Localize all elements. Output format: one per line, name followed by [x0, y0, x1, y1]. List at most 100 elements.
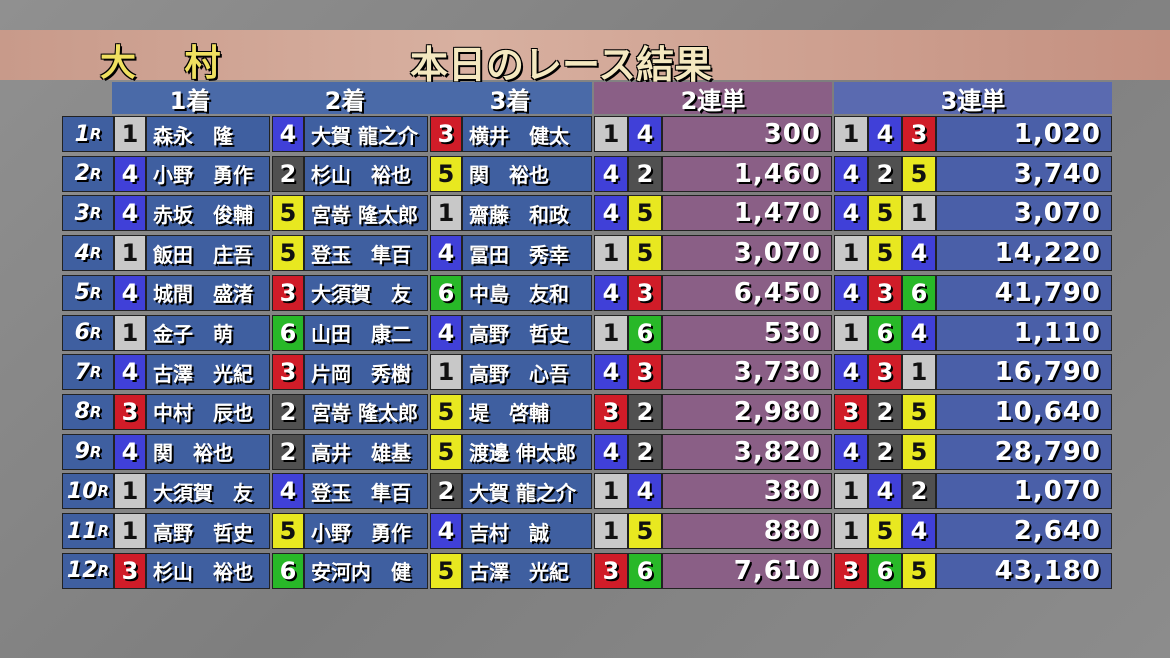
trifecta-first: 4 [834, 274, 868, 311]
second-name: 高井 雄基 [304, 433, 428, 470]
trifecta-payout: 1,070 [936, 473, 1112, 510]
second-boat: 5 [272, 195, 304, 232]
exacta-second: 3 [628, 274, 662, 311]
third-name: 高野 哲史 [462, 314, 592, 351]
third-boat: 1 [430, 354, 462, 391]
second-name: 大須賀 友 [304, 274, 428, 311]
trifecta-third: 3 [902, 116, 936, 152]
first-boat: 4 [114, 354, 146, 391]
exacta-second: 5 [628, 195, 662, 232]
trifecta-second: 5 [868, 235, 902, 272]
trifecta-third: 5 [902, 433, 936, 470]
first-boat: 4 [114, 274, 146, 311]
first-name: 中村 辰也 [146, 393, 270, 430]
exacta-second: 6 [628, 552, 662, 589]
trifecta-first: 1 [834, 473, 868, 510]
second-boat: 3 [272, 354, 304, 391]
exacta-first: 4 [594, 274, 628, 311]
trifecta-payout: 3,740 [936, 155, 1112, 192]
race-suffix: R [89, 283, 102, 302]
race-suffix: R [97, 561, 110, 580]
race-number-value: 11 [66, 518, 98, 544]
race-number-value: 4 [74, 240, 90, 266]
trifecta-payout: 16,790 [936, 354, 1112, 391]
race-suffix: R [89, 244, 102, 263]
third-boat: 6 [430, 274, 462, 311]
second-name: 宮嵜 隆太郎 [304, 195, 428, 232]
second-boat: 4 [272, 116, 304, 152]
first-name: 杉山 裕也 [146, 552, 270, 589]
trifecta-second: 6 [868, 552, 902, 589]
exacta-first: 3 [594, 552, 628, 589]
exacta-payout: 7,610 [662, 552, 832, 589]
third-boat: 3 [430, 116, 462, 152]
trifecta-payout: 2,640 [936, 513, 1112, 549]
exacta-first: 1 [594, 116, 628, 152]
header-second: 2着 [324, 86, 366, 115]
first-boat: 4 [114, 195, 146, 232]
trifecta-first: 1 [834, 116, 868, 152]
trifecta-third: 5 [902, 393, 936, 430]
trifecta-first: 4 [834, 433, 868, 470]
second-boat: 4 [272, 473, 304, 510]
trifecta-second: 5 [868, 195, 902, 232]
second-boat: 6 [272, 314, 304, 351]
first-boat: 3 [114, 552, 146, 589]
second-boat: 3 [272, 274, 304, 311]
trifecta-second: 2 [868, 433, 902, 470]
third-name: 古澤 光紀 [462, 552, 592, 589]
exacta-second: 2 [628, 155, 662, 192]
trifecta-payout: 3,070 [936, 195, 1112, 232]
table-row: 5 R 4 城間 盛渚 3 大須賀 友 6 中島 友和 4 3 6,450 4 3 6 41,790 [62, 274, 1112, 311]
second-boat: 5 [272, 513, 304, 549]
trifecta-payout: 14,220 [936, 235, 1112, 272]
race-suffix: R [89, 402, 102, 421]
second-boat: 6 [272, 552, 304, 589]
trifecta-payout: 28,790 [936, 433, 1112, 470]
race-suffix: R [89, 204, 102, 223]
third-boat: 5 [430, 155, 462, 192]
race-number-value: 6 [74, 320, 90, 345]
first-boat: 1 [114, 116, 146, 152]
exacta-second: 2 [628, 393, 662, 430]
race-number-value: 2 [74, 161, 90, 187]
exacta-second: 4 [628, 116, 662, 152]
exacta-payout: 380 [662, 473, 832, 510]
first-name: 城間 盛渚 [146, 274, 270, 311]
table-row: 4 R 1 飯田 庄吾 5 登玉 隼百 4 冨田 秀幸 1 5 3,070 1 5 4 14,220 [62, 235, 1112, 272]
trifecta-second: 4 [868, 116, 902, 152]
page-title: 本日のレース結果 [410, 43, 713, 87]
second-name: 杉山 裕也 [304, 155, 428, 192]
second-name: 宮嵜 隆太郎 [304, 393, 428, 430]
first-name: 金子 萌 [146, 314, 270, 351]
race-number-value: 1 [74, 121, 90, 147]
race-suffix: R [89, 323, 102, 342]
trifecta-second: 3 [868, 354, 902, 391]
table-row: 8 R 3 中村 辰也 2 宮嵜 隆太郎 5 堤 啓輔 3 2 2,980 3 2 5 10,640 [62, 393, 1112, 430]
trifecta-payout: 1,110 [936, 314, 1112, 351]
third-boat: 5 [430, 393, 462, 430]
third-boat: 1 [430, 195, 462, 232]
exacta-first: 4 [594, 195, 628, 232]
header-third: 3着 [489, 86, 531, 115]
trifecta-third: 5 [902, 552, 936, 589]
third-name: 吉村 誠 [462, 513, 592, 549]
third-name: 横井 健太 [462, 116, 592, 152]
trifecta-third: 5 [902, 155, 936, 192]
title-bar [0, 30, 1170, 80]
table-row: 11 R 1 高野 哲史 5 小野 勇作 4 吉村 誠 1 5 880 1 5 4 2,640 [62, 513, 1112, 549]
first-boat: 1 [114, 513, 146, 549]
trifecta-second: 2 [868, 155, 902, 192]
exacta-payout: 3,730 [662, 354, 832, 391]
race-suffix: R [89, 363, 102, 382]
second-boat: 5 [272, 235, 304, 272]
exacta-first: 4 [594, 354, 628, 391]
race-suffix: R [89, 442, 102, 461]
exacta-second: 4 [628, 473, 662, 510]
